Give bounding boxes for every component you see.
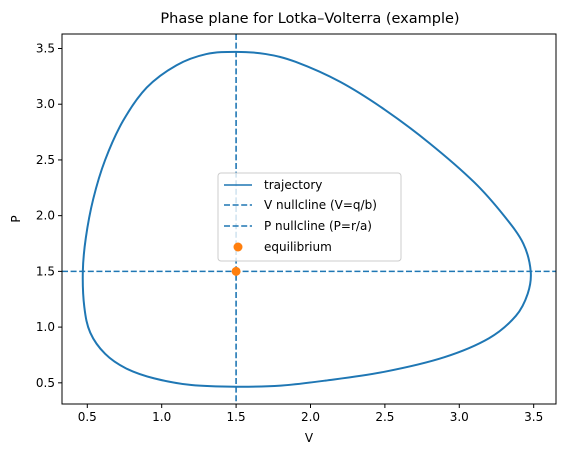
y-tick-label: 1.5: [36, 264, 55, 278]
x-tick-label: 2.0: [301, 410, 320, 424]
x-tick-label: 3.5: [524, 410, 543, 424]
chart-title: Phase plane for Lotka–Volterra (example): [160, 11, 459, 27]
x-tick-label: 0.5: [78, 410, 97, 424]
y-axis-ticks: 0.5 1.0 1.5 2.0 2.5 3.0 3.5: [36, 41, 62, 390]
x-tick-label: 1.5: [227, 410, 246, 424]
axes-spines: [61, 33, 557, 405]
legend-trajectory-label: trajectory: [264, 178, 322, 192]
y-tick-label: 1.0: [36, 320, 55, 334]
trajectory-line: [81, 50, 532, 388]
x-tick-label: 1.0: [152, 410, 171, 424]
y-tick-label: 2.5: [36, 153, 55, 167]
y-axis-label: P: [9, 215, 23, 222]
equilibrium-point: [231, 266, 241, 276]
legend-equilibrium-swatch: [233, 242, 243, 252]
y-tick-label: 0.5: [36, 376, 55, 390]
legend-equilibrium-label: equilibrium: [264, 240, 332, 254]
x-tick-label: 3.0: [450, 410, 469, 424]
y-tick-label: 3.0: [36, 97, 55, 111]
y-tick-label: 2.0: [36, 209, 55, 223]
x-tick-label: 2.5: [375, 410, 394, 424]
legend-p-nullcline-label: P nullcline (P=r/a): [264, 219, 372, 233]
x-axis-label: V: [305, 431, 314, 445]
y-tick-label: 3.5: [36, 41, 55, 55]
x-axis-ticks: 0.5 1.0 1.5 2.0 2.5 3.0 3.5: [78, 404, 543, 424]
legend-box: [217, 172, 402, 262]
legend-v-nullcline-label: V nullcline (V=q/b): [264, 198, 377, 212]
legend: trajectory V nullcline (V=q/b) P nullcli…: [217, 172, 402, 262]
